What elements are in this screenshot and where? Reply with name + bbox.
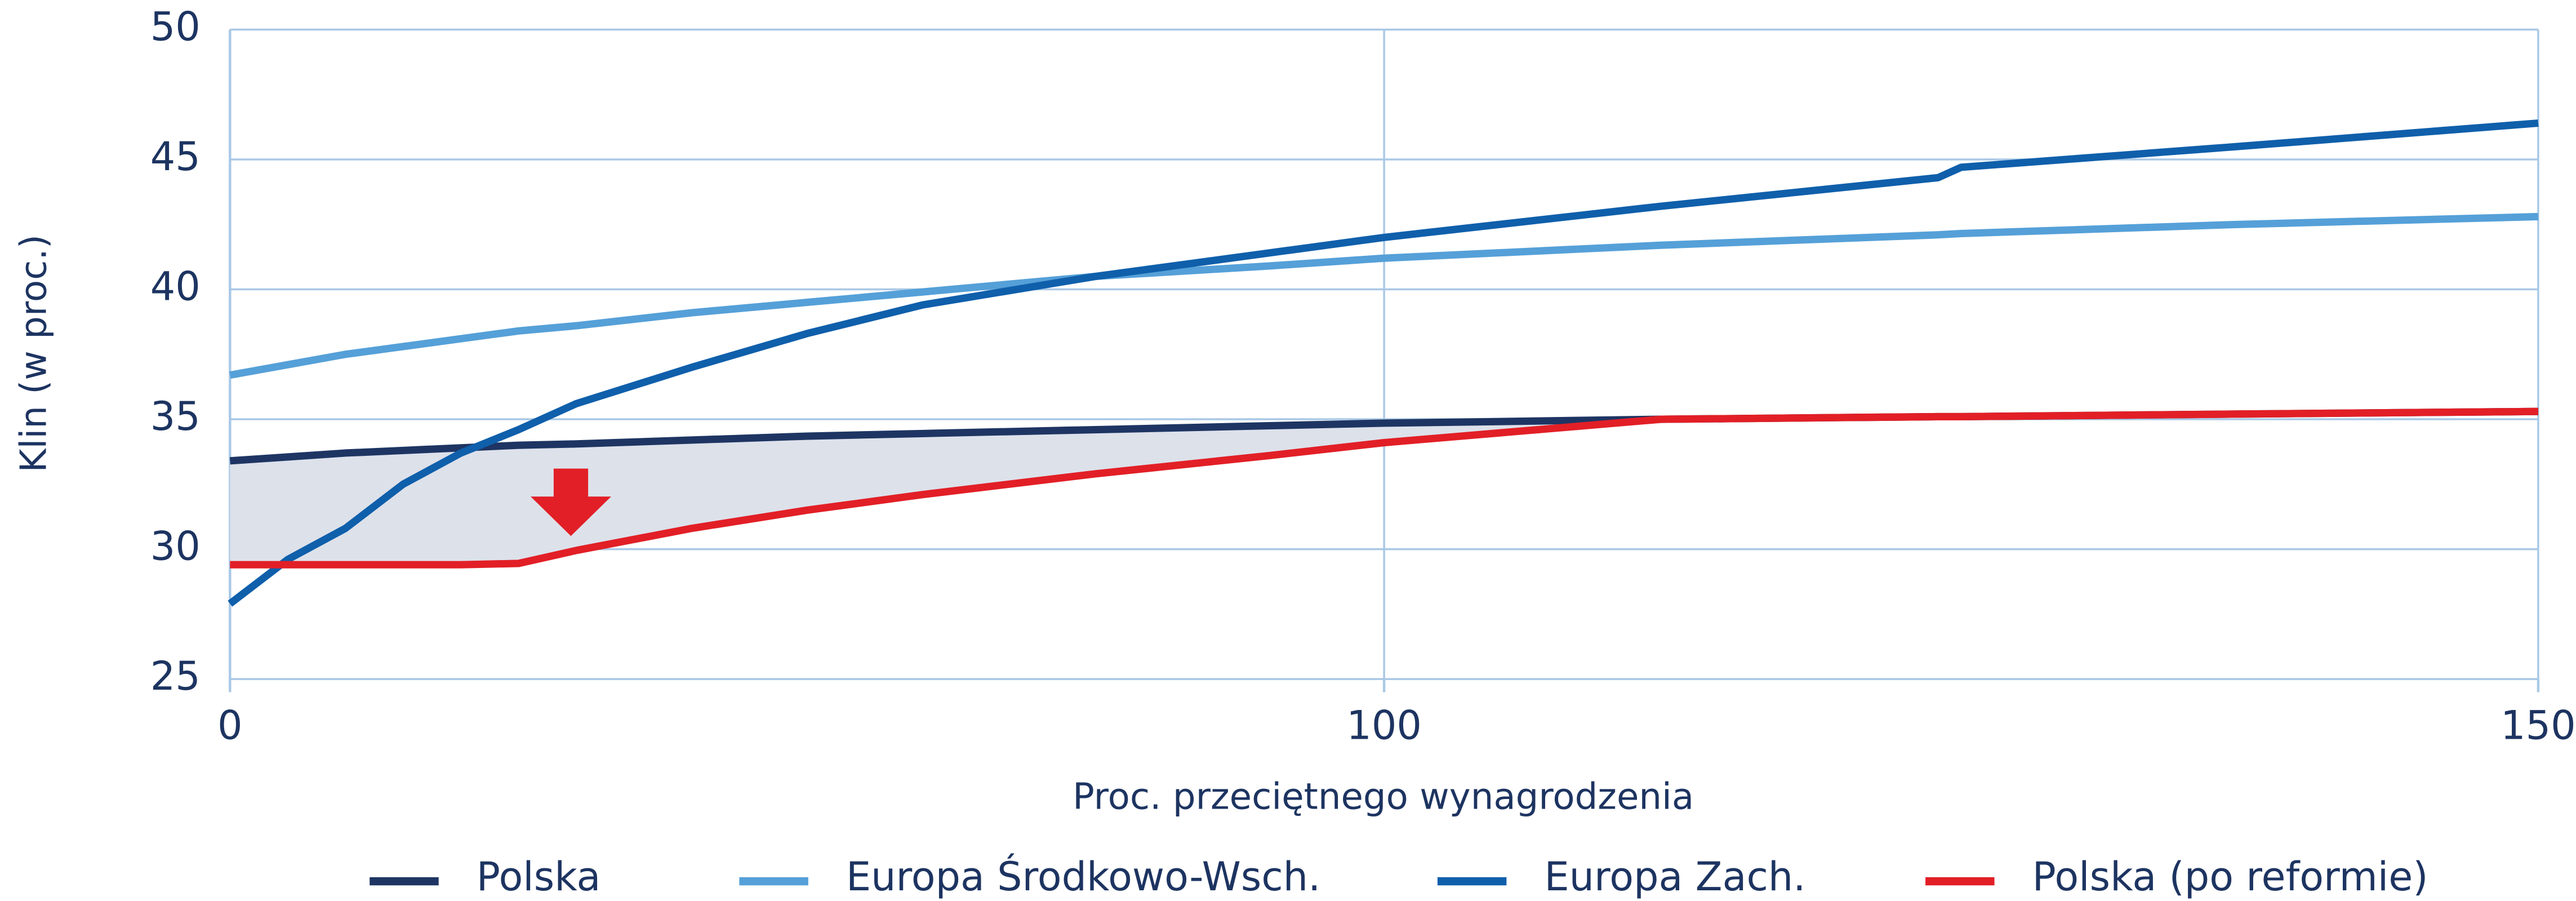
y-tick-label: 50 [150, 4, 201, 50]
lines [228, 119, 2539, 607]
shaded-area [230, 411, 2538, 565]
y-tick-label: 25 [150, 653, 201, 699]
line-series [228, 119, 2539, 607]
arrow-annotation [531, 468, 611, 536]
legend-label: Polska [477, 854, 601, 900]
areas [230, 411, 2538, 565]
y-tick-label: 30 [150, 523, 201, 570]
line-series [230, 407, 2538, 569]
y-tick-label: 35 [150, 393, 201, 440]
y-tick-label: 40 [150, 264, 201, 310]
x-tick-label: 150 [2501, 703, 2576, 749]
legend-label: Europa Środkowo-Wsch. [846, 854, 1320, 900]
line-series [229, 212, 2539, 379]
x-axis-label: Proc. przeciętnego wynagrodzenia [1073, 776, 1694, 818]
legend-label: Europa Zach. [1544, 854, 1805, 900]
x-tick-label: 0 [217, 703, 243, 749]
grid [229, 28, 2540, 693]
x-tick-label: 100 [1346, 703, 1422, 749]
y-tick-label: 45 [150, 134, 201, 180]
legend-label: Polska (po reformie) [2032, 854, 2428, 900]
y-axis-label: Klin (w proc.) [13, 234, 55, 472]
